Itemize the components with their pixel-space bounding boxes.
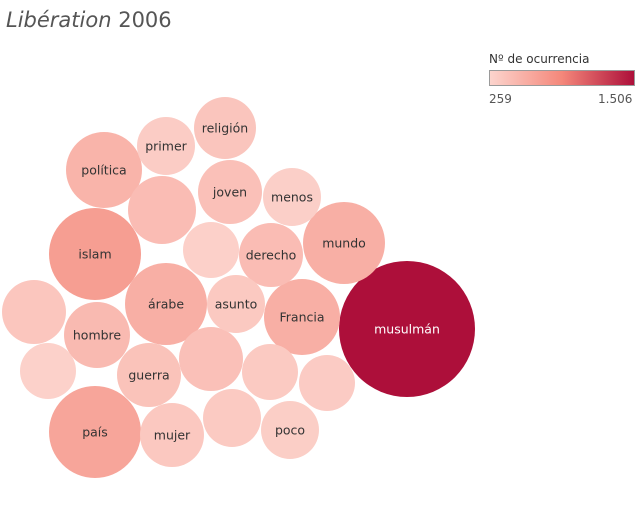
- bubble-circle[interactable]: [179, 327, 243, 391]
- bubble-islam[interactable]: islam: [49, 208, 141, 300]
- bubble-circle[interactable]: [183, 222, 239, 278]
- bubble-Francia[interactable]: Francia: [264, 279, 340, 355]
- bubble-unlabeled-10[interactable]: [179, 327, 243, 391]
- bubble-árabe[interactable]: árabe: [125, 263, 207, 345]
- bubble-circle[interactable]: [198, 160, 262, 224]
- legend-color-ramp: [489, 70, 635, 86]
- bubble-menos[interactable]: menos: [263, 168, 321, 226]
- bubble-unlabeled-14[interactable]: [2, 280, 66, 344]
- legend-title: Nº de ocurrencia: [489, 52, 590, 66]
- bubble-derecho[interactable]: derecho: [239, 223, 303, 287]
- bubble-label: árabe: [148, 297, 184, 312]
- bubble-mundo[interactable]: mundo: [303, 202, 385, 284]
- bubble-mujer[interactable]: mujer: [140, 403, 204, 467]
- bubble-circle[interactable]: [239, 223, 303, 287]
- bubble-label: religión: [202, 121, 248, 136]
- legend-min-label: 259: [489, 92, 512, 106]
- bubble-circle[interactable]: [242, 344, 298, 400]
- bubble-label: guerra: [128, 368, 169, 383]
- bubble-circle[interactable]: [261, 401, 319, 459]
- bubble-unlabeled-23[interactable]: [183, 222, 239, 278]
- bubble-religión[interactable]: religión: [194, 97, 256, 159]
- bubble-circle[interactable]: [128, 176, 196, 244]
- bubble-circle[interactable]: [140, 403, 204, 467]
- bubble-circle[interactable]: [66, 132, 142, 208]
- title-year: 2006: [118, 8, 172, 32]
- bubble-label: musulmán: [374, 322, 440, 337]
- bubble-label: Francia: [279, 310, 324, 325]
- bubble-circle[interactable]: [2, 280, 66, 344]
- bubble-unlabeled-19[interactable]: [299, 355, 355, 411]
- bubble-label: menos: [271, 190, 313, 205]
- bubble-label: país: [82, 425, 108, 440]
- bubble-label: poco: [275, 423, 305, 438]
- bubble-circle[interactable]: [264, 279, 340, 355]
- bubble-label: derecho: [246, 248, 297, 263]
- bubble-circle[interactable]: [49, 386, 141, 478]
- bubble-circle[interactable]: [339, 261, 475, 397]
- bubble-circle[interactable]: [64, 302, 130, 368]
- bubble-circle[interactable]: [194, 97, 256, 159]
- bubble-unlabeled-9[interactable]: [128, 176, 196, 244]
- bubble-label: asunto: [215, 297, 258, 312]
- bubble-label: política: [81, 163, 126, 178]
- legend-max-label: 1.506: [598, 92, 633, 106]
- bubble-label: mundo: [322, 236, 366, 251]
- bubble-circle[interactable]: [207, 275, 265, 333]
- bubble-asunto[interactable]: asunto: [207, 275, 265, 333]
- bubble-circle[interactable]: [49, 208, 141, 300]
- bubble-primer[interactable]: primer: [137, 117, 195, 175]
- bubble-política[interactable]: política: [66, 132, 142, 208]
- bubble-joven[interactable]: joven: [198, 160, 262, 224]
- bubble-circle[interactable]: [20, 343, 76, 399]
- bubble-unlabeled-18[interactable]: [242, 344, 298, 400]
- bubble-circle[interactable]: [203, 389, 261, 447]
- bubble-circle[interactable]: [125, 263, 207, 345]
- bubble-poco[interactable]: poco: [261, 401, 319, 459]
- bubble-circle[interactable]: [117, 343, 181, 407]
- bubble-circle[interactable]: [137, 117, 195, 175]
- bubble-país[interactable]: país: [49, 386, 141, 478]
- bubble-hombre[interactable]: hombre: [64, 302, 130, 368]
- bubble-circle[interactable]: [303, 202, 385, 284]
- bubble-label: primer: [145, 139, 187, 154]
- bubble-label: mujer: [154, 428, 191, 443]
- bubble-circle[interactable]: [263, 168, 321, 226]
- title-publication: Libération: [6, 8, 112, 32]
- chart-title: Libération 2006: [6, 8, 172, 32]
- bubble-musulmán[interactable]: musulmán: [339, 261, 475, 397]
- bubble-unlabeled-24[interactable]: [20, 343, 76, 399]
- bubble-circle[interactable]: [299, 355, 355, 411]
- bubble-label: joven: [212, 185, 247, 200]
- bubble-label: islam: [78, 247, 111, 262]
- bubble-guerra[interactable]: guerra: [117, 343, 181, 407]
- bubble-unlabeled-17[interactable]: [203, 389, 261, 447]
- bubble-label: hombre: [73, 328, 122, 343]
